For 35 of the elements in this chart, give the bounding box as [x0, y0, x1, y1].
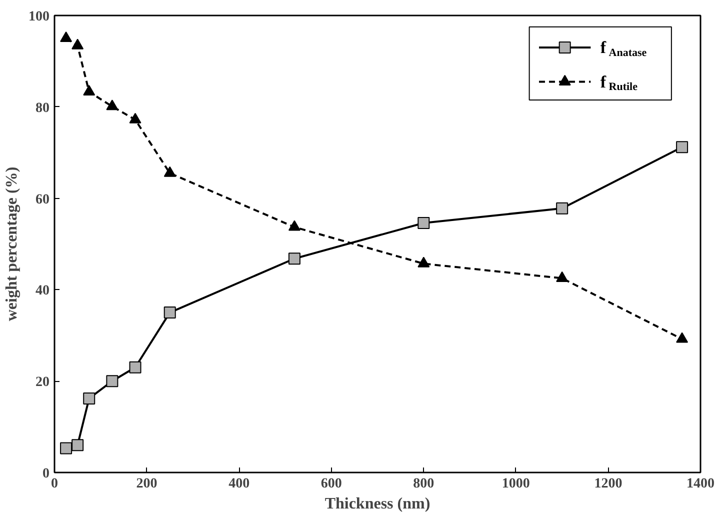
point: [556, 271, 568, 282]
point: [676, 332, 688, 343]
x-tick-label: 400: [228, 476, 250, 492]
point: [288, 252, 300, 265]
y-tick-label: 0: [42, 466, 50, 482]
y-tick-label: 20: [36, 375, 50, 390]
x-tick-label: 600: [320, 476, 342, 492]
point: [83, 84, 96, 96]
x-tick-label: 1400: [686, 476, 714, 492]
point: [106, 100, 118, 110]
y-tick-label: 100: [28, 10, 50, 24]
y-tick-label: 80: [36, 100, 50, 116]
x-tick-label: 800: [413, 476, 434, 492]
x-tick-label: 1200: [594, 476, 622, 492]
point: [72, 38, 84, 50]
point: [129, 112, 142, 124]
x-axis-title: Thickness (nm): [324, 496, 430, 512]
point: [556, 202, 568, 214]
x-tick-label: 200: [136, 476, 158, 492]
point: [288, 220, 300, 231]
point: [72, 439, 84, 452]
point: [164, 306, 176, 319]
point: [164, 166, 176, 177]
point: [129, 361, 142, 374]
point: [418, 216, 430, 229]
y-axis-title: weight percentage (%): [4, 166, 20, 322]
point: [106, 375, 118, 388]
point: [676, 141, 688, 154]
y-tick-label: 40: [36, 284, 50, 299]
point: [60, 442, 72, 454]
point: [60, 32, 72, 42]
point: [83, 392, 96, 404]
point: [418, 256, 430, 268]
y-tick-label: 60: [36, 192, 50, 208]
x-tick-label: 1000: [502, 476, 530, 492]
